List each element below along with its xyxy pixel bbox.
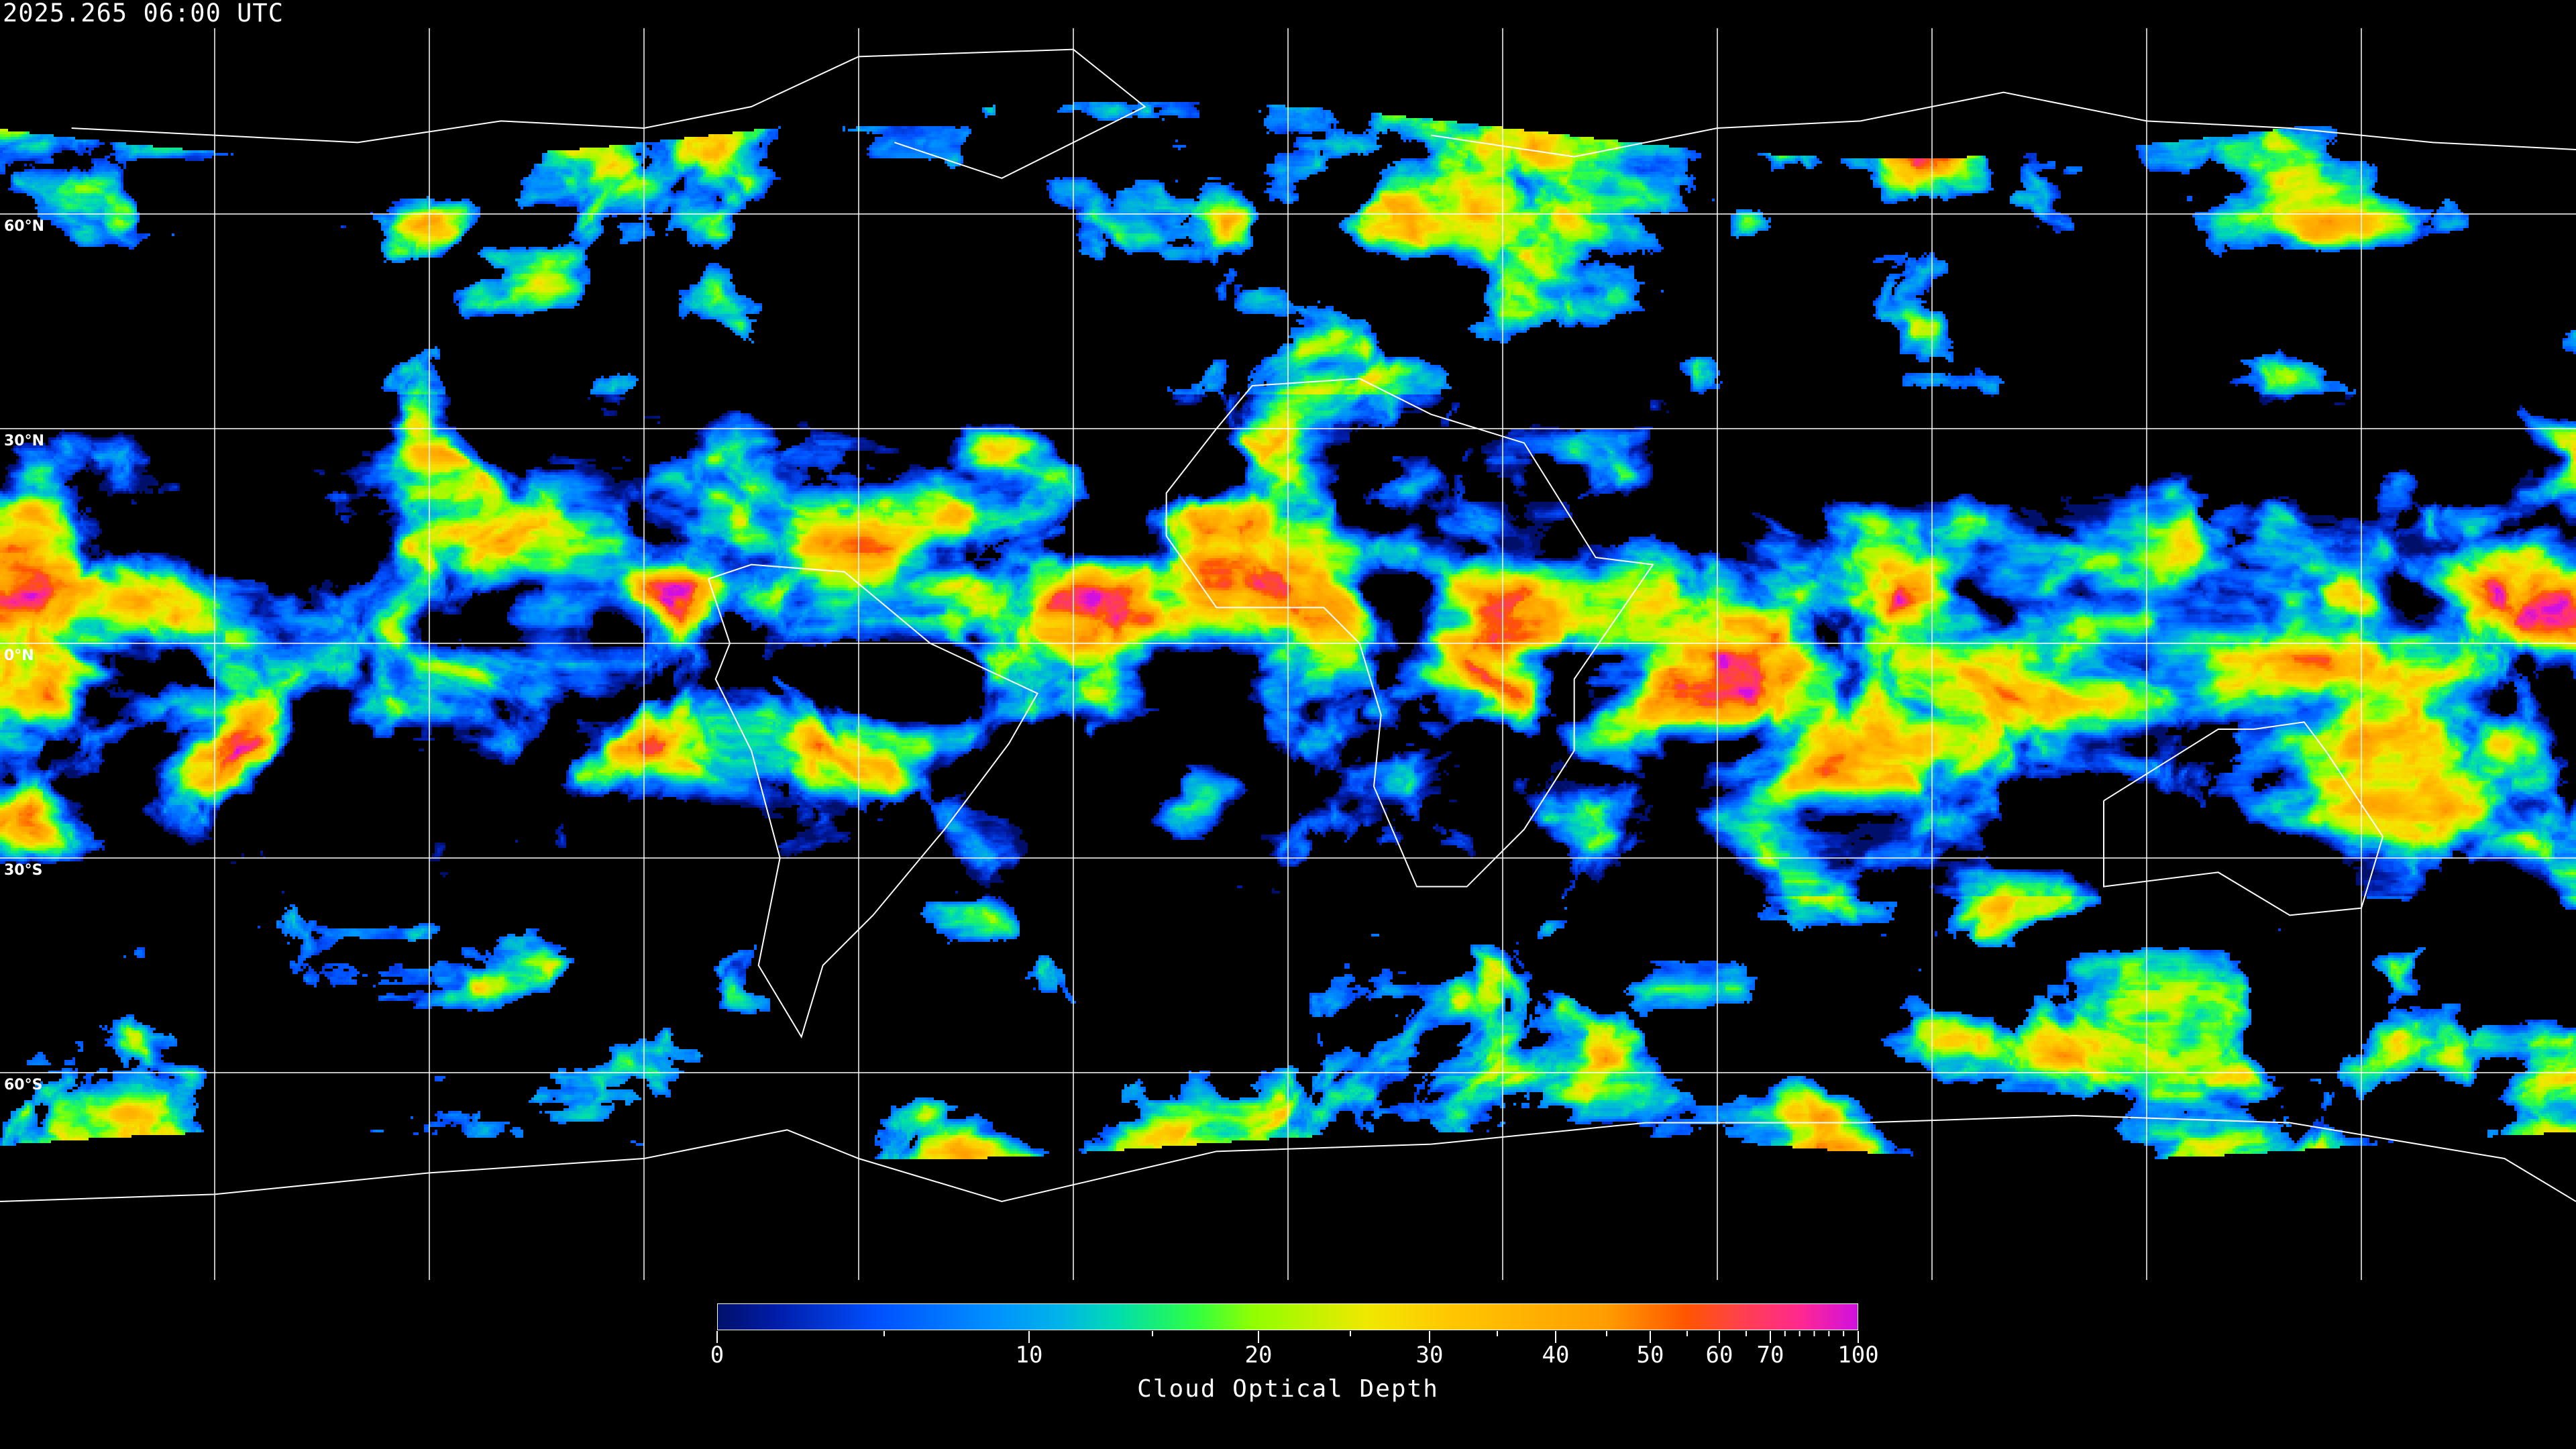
coastline [708,564,1039,1039]
timestamp: 2025.265 06:00 UTC [3,0,284,28]
coastline [71,48,1146,179]
coastline [0,1114,2576,1203]
coastline [1431,91,2576,158]
coastline [1165,378,1654,888]
colorbar-tick-label: 0 [710,1342,724,1368]
latitude-label: 30°S [4,862,43,879]
latitude-label: 60°S [4,1077,43,1093]
colorbar [717,1303,1858,1330]
colorbar-tick-label: 40 [1542,1342,1570,1368]
colorbar-tick-label: 20 [1244,1342,1273,1368]
colorbar-tick-label: 100 [1837,1342,1879,1368]
latitude-label: 0°N [4,647,34,664]
colorbar-tick-label: 60 [1705,1342,1733,1368]
colorbar-title: Cloud Optical Depth [1137,1375,1439,1403]
colorbar-tick-label: 30 [1415,1342,1444,1368]
colorbar-tick-label: 10 [1015,1342,1043,1368]
latitude-label: 30°N [4,433,45,449]
colorbar-tick-label: 70 [1756,1342,1784,1368]
coastline [2103,721,2384,916]
latitude-label: 60°N [4,218,45,235]
map-overlay [0,28,2576,1280]
colorbar-tick-label: 50 [1636,1342,1664,1368]
